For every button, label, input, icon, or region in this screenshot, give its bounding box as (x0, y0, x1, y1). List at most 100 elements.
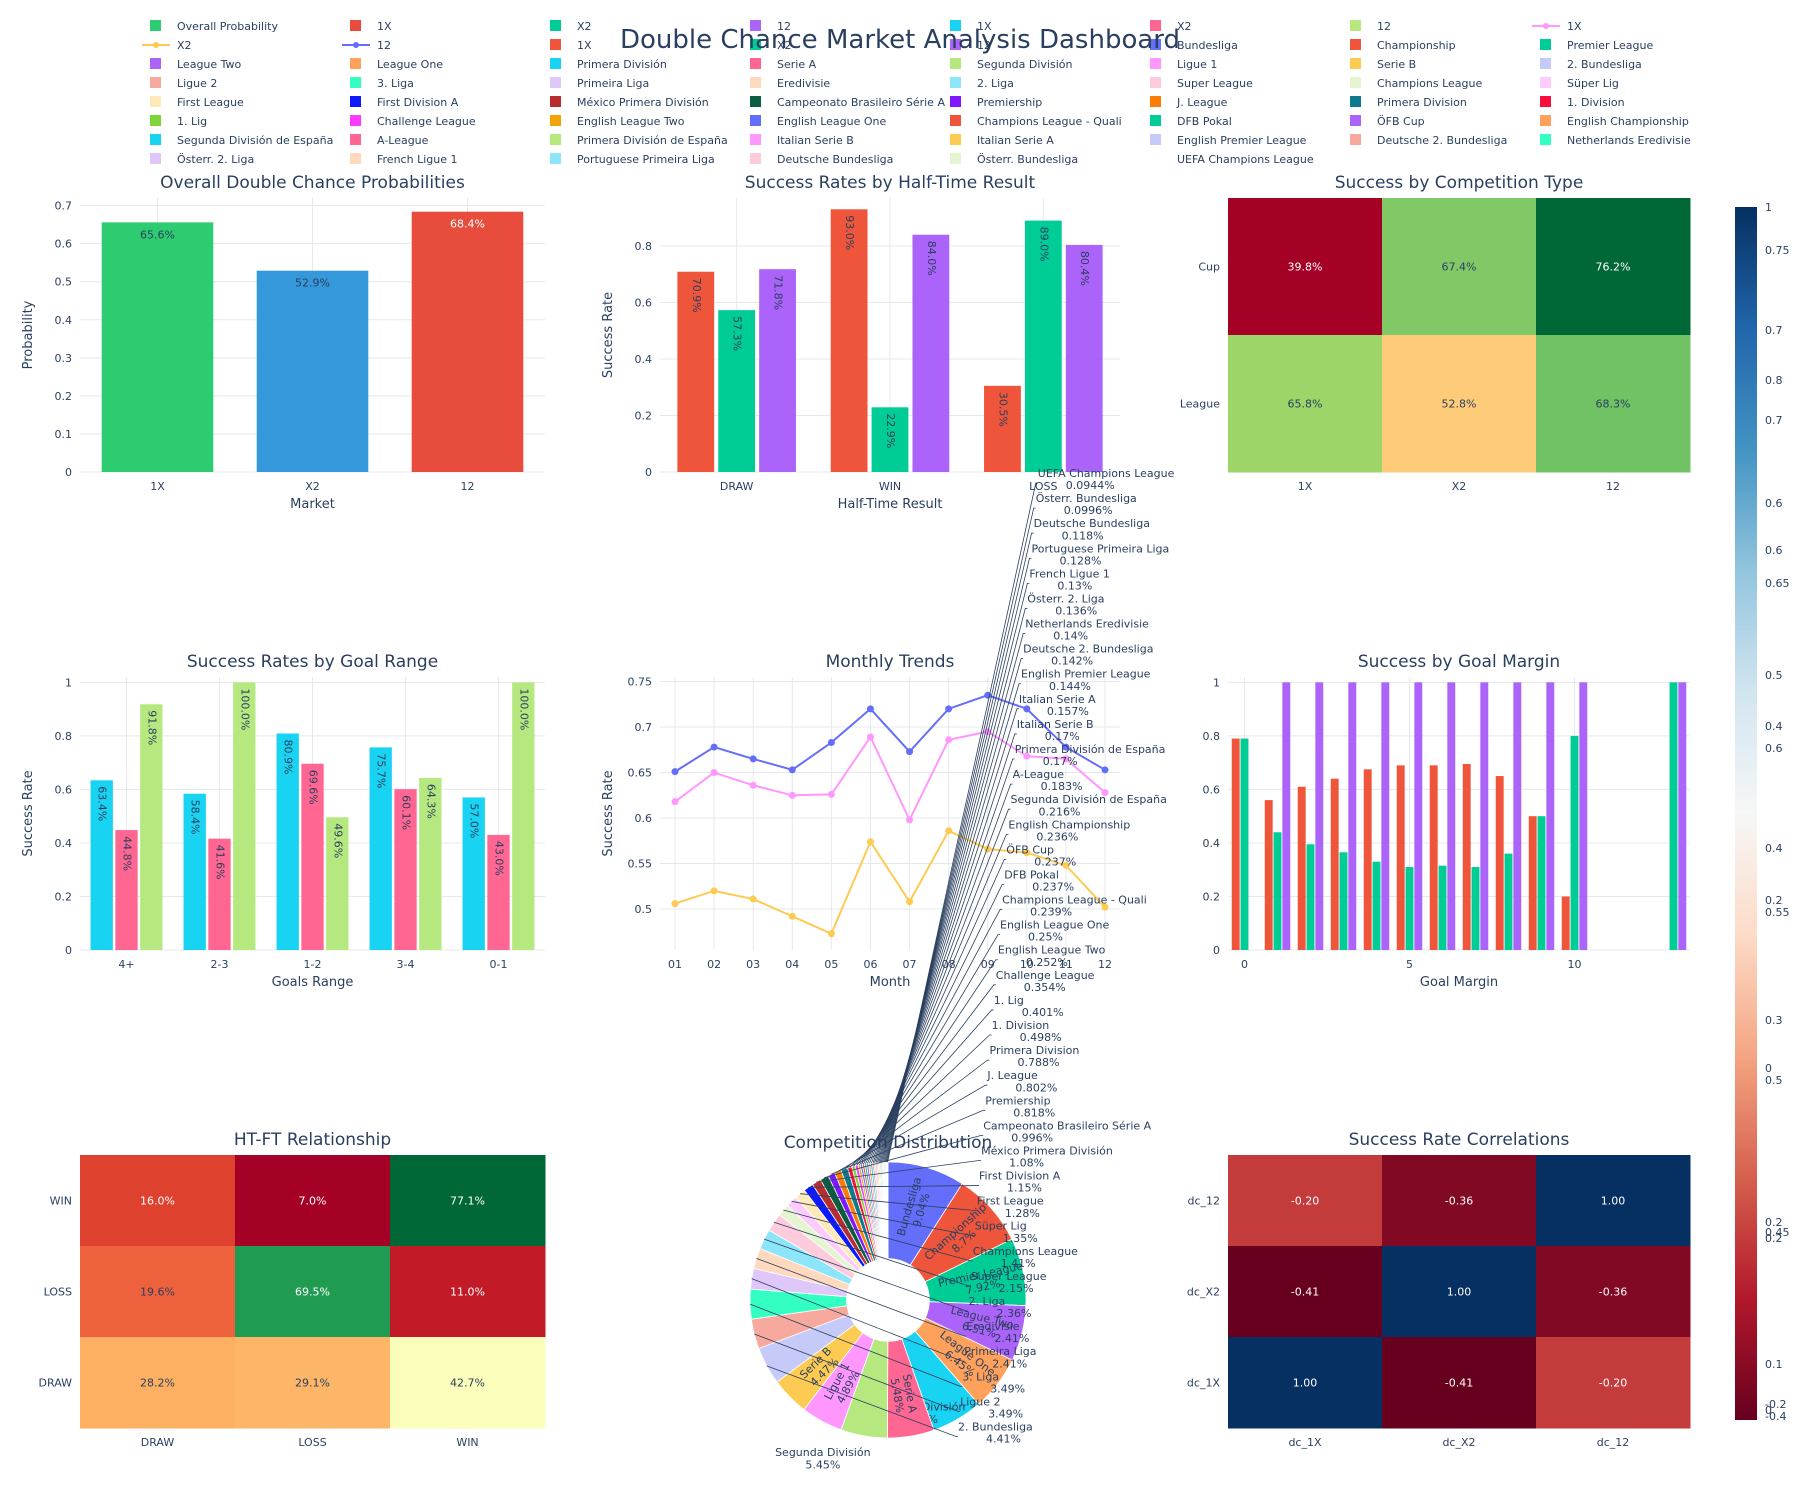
chart-htft: 16.0% 7.0% 77.1% 19.6% 69.5% 11.0% 28.2% 29.1% 4… (39, 1130, 546, 1449)
legend-label: Österr. 2. Liga (177, 153, 254, 166)
bar (1405, 867, 1414, 950)
legend-label: English League One (777, 115, 887, 128)
pie-leader-line (816, 1160, 982, 1183)
bar (512, 682, 535, 950)
x-tick-label: 06 (863, 958, 877, 971)
heatmap-cell-label: 52.8% (1442, 398, 1477, 411)
series-point (1062, 755, 1070, 763)
heatmap-cell (80, 1155, 236, 1247)
heatmap-cell-label: -0.20 (1291, 1195, 1319, 1208)
legend-label: Premier League (1567, 39, 1653, 52)
pie-outside-label: UEFA Champions League 0.0944% (1038, 467, 1175, 492)
x-tick-label: 5 (1406, 958, 1413, 971)
series-point (1101, 789, 1109, 797)
y-tick-label: 1 (65, 676, 72, 689)
y-tick-label: 0.2 (1203, 890, 1221, 903)
chart-title: Success Rates by Goal Range (187, 652, 438, 672)
bar (677, 271, 715, 472)
bar (1438, 865, 1447, 950)
chart-comptype: 39.8% 67.4% 76.2% 65.8% 52.8% 68.3% 1X X2 12 Cup L… (1180, 173, 1691, 493)
bar (411, 211, 524, 472)
legend-entry: 1X (1532, 20, 1582, 33)
colorbar-tick-label: 0 (1765, 1062, 1772, 1075)
x-tick-label: 03 (746, 958, 760, 971)
legend-swatch (150, 58, 161, 69)
legend-swatch (1350, 39, 1361, 50)
heatmap-cell (1536, 1246, 1691, 1338)
bar (1381, 682, 1390, 950)
legend-swatch (550, 77, 561, 88)
pie-outside-label: A-League 0.183% (1013, 768, 1083, 793)
y-tick-label: WIN (50, 1195, 72, 1208)
heatmap-cell-label: 11.0% (450, 1286, 485, 1299)
series-point (749, 781, 757, 789)
bar (276, 733, 299, 950)
colorbar-tick-label: 0.7 (1765, 414, 1783, 427)
colorbar-tick-label: 0.8 (1765, 374, 1783, 387)
y-tick-label: dc_1X (1187, 1377, 1221, 1390)
y-tick-label: 0.55 (628, 858, 653, 871)
series-line (674, 730, 1106, 823)
x-axis-label: Goals Range (272, 975, 354, 990)
bar (256, 270, 369, 472)
legend-label: Campeonato Brasileiro Série A (777, 96, 945, 109)
legend-swatch (1350, 134, 1361, 145)
pie-outside-label: Super League 2.15% (971, 1270, 1047, 1295)
bar-label: 84.0% (925, 241, 938, 276)
legend-label: X2 (777, 39, 792, 52)
legend-entry: Primera División (550, 58, 667, 71)
bar (1570, 735, 1579, 950)
x-tick-label: 10 (1020, 958, 1034, 971)
legend-label: México Primera División (577, 96, 709, 109)
bar-label: 68.4% (450, 218, 485, 231)
bar (1513, 682, 1522, 950)
legend-swatch (950, 115, 961, 126)
legend-entry: Deutsche 2. Bundesliga (1350, 134, 1507, 147)
legend-label: Challenge League (377, 115, 476, 128)
pie-leader-line (764, 1238, 969, 1312)
series-point (1023, 705, 1031, 713)
y-tick-label: 0.6 (1203, 783, 1221, 796)
legend-label: 12 (1377, 20, 1391, 33)
colorbar-tick-label: 0.1 (1765, 1358, 1783, 1371)
pie-leader-line (879, 658, 1024, 1163)
legend-swatch (350, 96, 361, 107)
legend-swatch (1350, 115, 1361, 126)
y-tick-label: 0 (645, 466, 652, 479)
x-tick-label: DRAW (720, 480, 754, 493)
heatmap-cell-label: 77.1% (450, 1195, 485, 1208)
series-point (945, 705, 953, 713)
pie-outside-label: Süper Lig 1.35% (975, 1220, 1038, 1245)
series-point (984, 845, 992, 853)
x-tick-label: 04 (785, 958, 799, 971)
chart-monthly: 0.5 0.55 0.6 0.65 0.7 0.75 Monthly Trends Month… (601, 652, 1120, 990)
y-tick-label: 0.2 (55, 890, 73, 903)
legend-label: Segunda División (977, 58, 1073, 71)
legend-label: League One (377, 58, 443, 71)
colorbar-tick-label: 0.5 (1765, 669, 1783, 682)
bar-label: 80.9% (282, 739, 295, 774)
legend-swatch (550, 58, 561, 69)
bar (1669, 682, 1678, 950)
legend-swatch (1540, 115, 1551, 126)
legend-entry: 12 (1350, 20, 1391, 33)
y-tick-label: 0.7 (635, 721, 653, 734)
legend-label: French Ligue 1 (377, 153, 457, 166)
heatmap-cell (235, 1155, 391, 1247)
pie-leader-line (837, 1084, 988, 1172)
bar (1579, 682, 1588, 950)
y-tick-label: 0.7 (55, 200, 73, 213)
legend-swatch (1540, 58, 1551, 69)
legend-swatch (550, 153, 561, 164)
series-point (827, 790, 835, 798)
legend-entry: Challenge League (350, 115, 476, 128)
pie-outside-label: Deutsche 2. Bundesliga 0.142% (1023, 643, 1153, 668)
pie-slice (909, 1183, 1013, 1283)
legend-swatch (750, 153, 761, 164)
heatmap-cell (390, 1337, 546, 1429)
pie-leader-line (878, 683, 1021, 1163)
series-point (1062, 861, 1070, 869)
pie-leader-line (856, 984, 996, 1166)
legend-label: First Division A (377, 96, 459, 109)
